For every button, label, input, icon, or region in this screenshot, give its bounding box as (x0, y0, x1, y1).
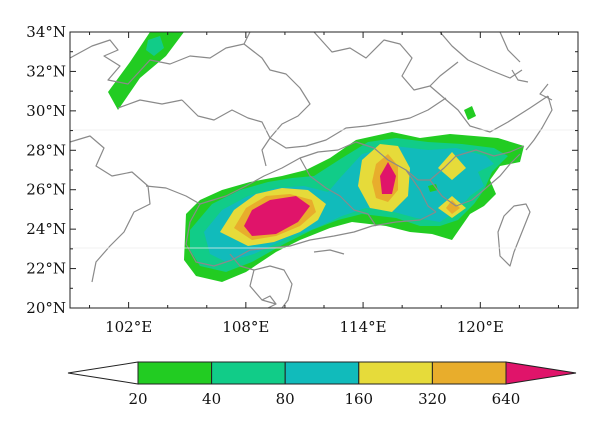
map-area (69, 31, 579, 309)
contour-40-north (146, 36, 164, 56)
colorbar-segment (137, 361, 213, 385)
contour-20-east-dot (464, 106, 476, 120)
colorbar-segment (284, 361, 360, 385)
border-line (429, 153, 521, 207)
colorbar-segment (211, 361, 286, 385)
lon-label: 114°E (340, 318, 387, 336)
border-line (231, 211, 437, 261)
border-line (525, 95, 553, 151)
border-line (229, 253, 293, 309)
border-line (429, 61, 459, 87)
lat-label: 32°N (26, 62, 66, 80)
border-line (181, 99, 271, 139)
colorbar-tick-label: 160 (344, 390, 373, 408)
graticule (70, 129, 578, 249)
border-line (145, 141, 357, 205)
border-line (249, 269, 277, 305)
contour-20-east-patch (428, 184, 438, 192)
colorbar-high-extend (505, 361, 577, 385)
lat-label: 28°N (26, 141, 66, 159)
island-outline (261, 295, 277, 309)
contour-320-east (446, 200, 460, 214)
border-line (69, 39, 447, 149)
lat-label: 34°N (26, 23, 66, 41)
colorbar-tick-label: 20 (128, 390, 147, 408)
latitude-axis: 34°N 32°N 30°N 28°N 26°N 24°N 22°N 20°N (26, 23, 578, 317)
colorbar: 20 40 80 160 320 640 (67, 361, 577, 408)
border-line (243, 31, 251, 45)
border-line (313, 249, 345, 255)
lat-label: 30°N (26, 102, 66, 120)
longitude-axis: 102°E 108°E 114°E 120°E (89, 32, 559, 336)
border-line (117, 99, 183, 109)
lat-label: 22°N (26, 260, 66, 278)
border-line (405, 169, 437, 213)
colorbar-segment (358, 361, 433, 385)
lat-label: 24°N (26, 220, 66, 238)
lat-label: 26°N (26, 181, 66, 199)
border-line (299, 157, 377, 227)
colorbar-segment (431, 361, 507, 385)
border-line (511, 69, 529, 83)
border-line (261, 137, 271, 167)
lat-label: 20°N (26, 299, 66, 317)
lon-label: 108°E (222, 318, 269, 336)
border-line (185, 203, 233, 267)
colorbar-tick-label: 40 (202, 390, 221, 408)
precip-contours (108, 32, 524, 282)
contour-160-east-a (438, 152, 466, 180)
colorbar-tick-label: 320 (418, 390, 447, 408)
contour-640-mid (380, 162, 396, 194)
border-line (355, 141, 525, 181)
lon-label: 120°E (457, 318, 504, 336)
contour-20-north (108, 32, 184, 110)
colorbar-tick-label: 640 (492, 390, 521, 408)
colorbar-low-extend (67, 361, 139, 385)
taiwan-outline (497, 203, 531, 267)
border-line (439, 31, 523, 79)
contour-640-west (244, 196, 310, 236)
border-line (539, 83, 553, 101)
lon-label: 102°E (105, 318, 152, 336)
border-line (499, 31, 521, 63)
colorbar-tick-label: 80 (276, 390, 295, 408)
boundaries (69, 31, 553, 309)
border-line (313, 31, 549, 133)
